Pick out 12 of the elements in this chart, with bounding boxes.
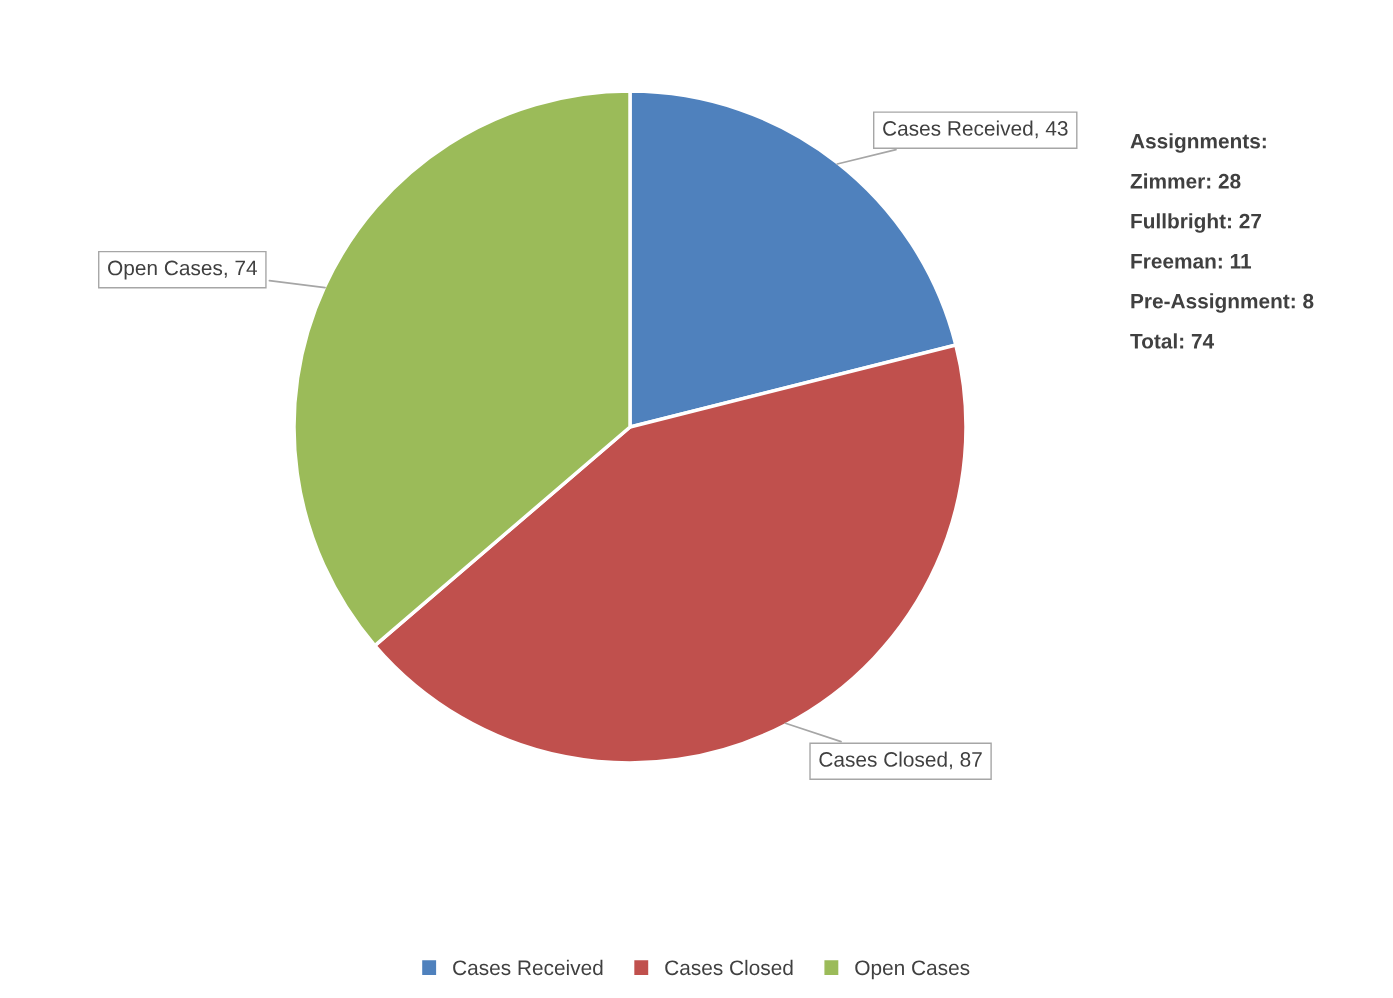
text: Total: 74 [1130, 333, 1215, 349]
text: Freeman: 11 [1131, 254, 1252, 269]
data-label: Open Cases, 74 [108, 260, 257, 280]
text: Zimmer: 28 [1130, 173, 1241, 189]
legend-label: Open Cases [855, 960, 970, 980]
text: Pre-Assignment: 8 [1131, 293, 1314, 313]
legend-label: Cases Received [453, 959, 603, 976]
text: Fullbright: 27 [1131, 213, 1262, 233]
data-label: Cases Received, 43 [883, 120, 1068, 139]
legend-label: Cases Closed [665, 959, 793, 976]
data-label: Cases Closed, 87 [819, 751, 982, 770]
text: Assignments: [1130, 133, 1266, 153]
